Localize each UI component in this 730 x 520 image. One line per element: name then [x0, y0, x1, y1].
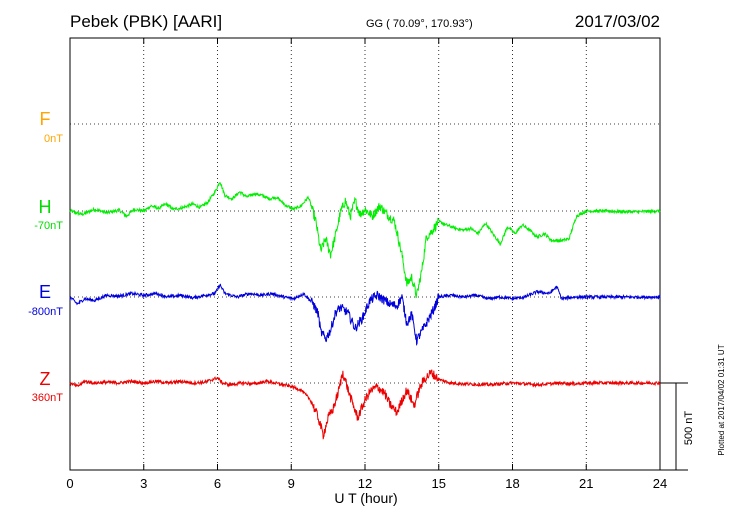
series-e-label: E [39, 282, 51, 302]
series-f-baseline: 0nT [44, 133, 63, 145]
x-axis-label: U T (hour) [334, 490, 397, 506]
series-lines [69, 181, 661, 440]
series-f-label: F [40, 109, 51, 129]
x-tick-label: 18 [505, 476, 519, 491]
x-tick-label: 15 [432, 476, 446, 491]
plot-date: 2017/03/02 [575, 12, 660, 31]
scale-bar-label: 500 nT [683, 411, 695, 446]
station-title: Pebek (PBK) [AARI] [70, 12, 222, 31]
x-axis-ticks: 0 3 6 9 12 15 18 21 24 [66, 38, 667, 491]
x-tick-label: 12 [358, 476, 372, 491]
series-h-label: H [39, 197, 52, 217]
plotted-timestamp: Plotted at 2017/04/02 01:31 UT [717, 344, 726, 455]
series-z-line [69, 369, 661, 440]
series-e-line [69, 283, 661, 346]
series-e-baseline: -800nT [28, 306, 63, 318]
x-tick-label: 0 [66, 476, 73, 491]
series-h-baseline: -70nT [34, 220, 63, 232]
x-tick-label: 21 [579, 476, 593, 491]
x-tick-label: 6 [214, 476, 221, 491]
series-h-line [69, 181, 661, 299]
x-tick-label: 9 [288, 476, 295, 491]
series-z-baseline: 360nT [32, 392, 63, 404]
x-tick-label: 3 [140, 476, 147, 491]
x-tick-label: 24 [653, 476, 667, 491]
grid-lines [70, 38, 660, 470]
scale-bar [660, 382, 688, 471]
series-z-label: Z [40, 369, 51, 389]
station-coordinates: GG ( 70.09°, 170.93°) [366, 18, 473, 30]
